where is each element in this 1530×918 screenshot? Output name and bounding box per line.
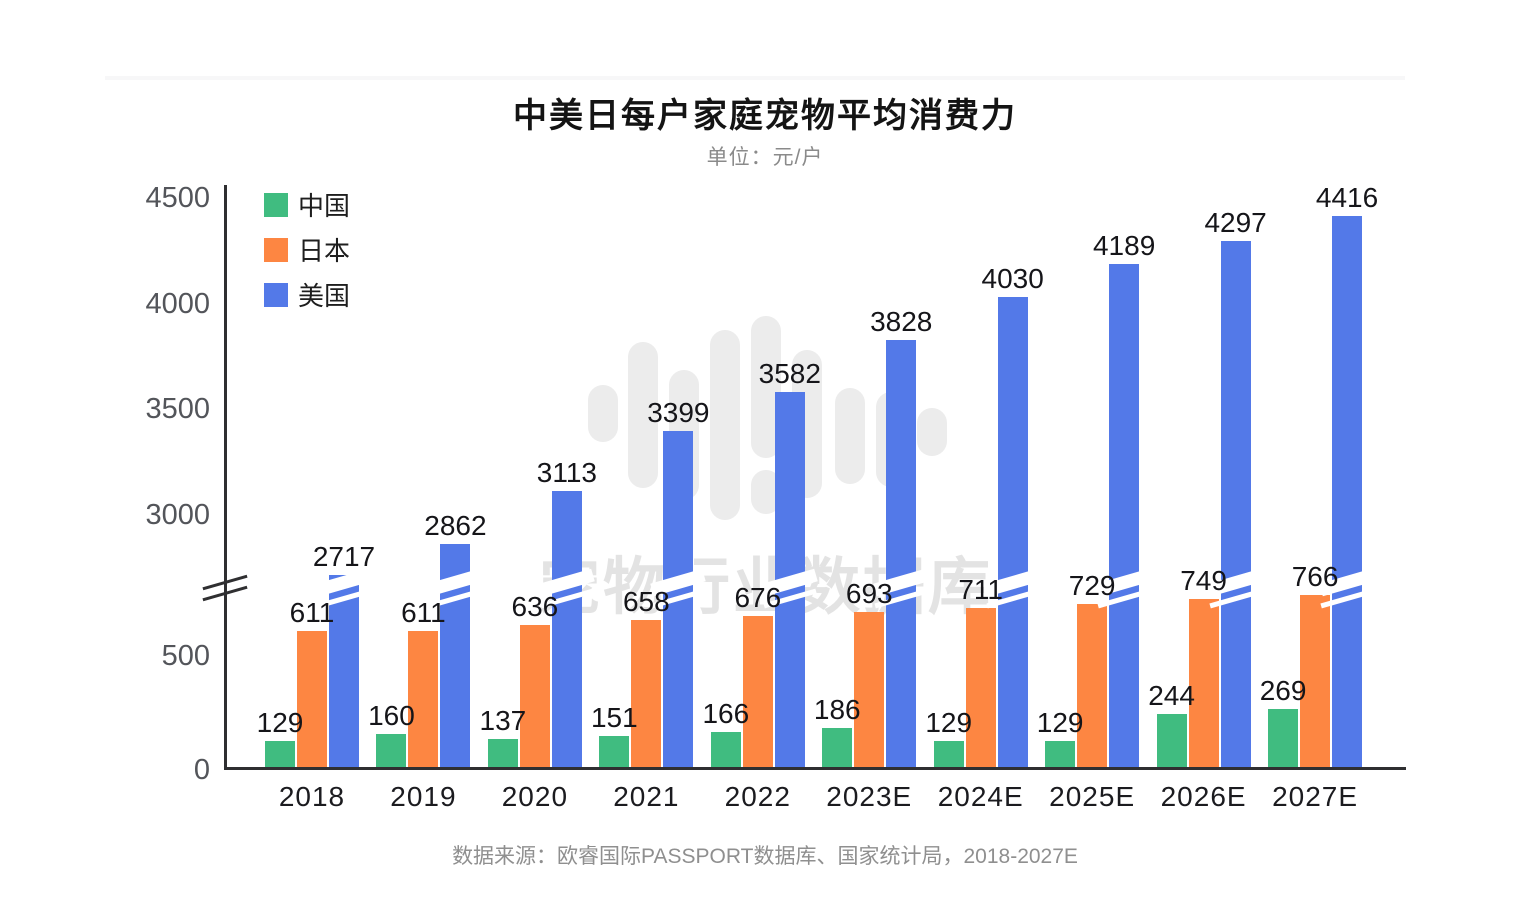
bar-中国 bbox=[710, 732, 741, 770]
bar-日本 bbox=[297, 630, 327, 770]
y-tick-label: 4500 bbox=[145, 181, 210, 214]
bar-value-label: 129 bbox=[925, 706, 973, 738]
bar-value-label: 269 bbox=[1259, 674, 1307, 706]
bar-日本 bbox=[408, 630, 439, 770]
bar-日本 bbox=[1300, 595, 1331, 770]
x-tick-label: 2027E bbox=[1272, 781, 1359, 812]
bar-value-label: 676 bbox=[734, 581, 782, 613]
x-tick-label: 2023E bbox=[826, 781, 913, 812]
top-divider bbox=[105, 76, 1405, 80]
bar-value-label: 766 bbox=[1291, 561, 1339, 593]
bar-value-label: 137 bbox=[479, 704, 527, 736]
bar-value-label: 729 bbox=[1068, 569, 1116, 601]
x-tick-label: 2020 bbox=[501, 781, 569, 812]
chart-title: 中美日每户家庭宠物平均消费力 bbox=[513, 97, 1017, 135]
bar-美国 bbox=[551, 491, 582, 770]
bar-中国 bbox=[822, 727, 853, 770]
bar-中国 bbox=[376, 733, 407, 770]
y-axis-line bbox=[224, 185, 227, 770]
bar-日本 bbox=[965, 607, 996, 770]
bar-中国 bbox=[933, 740, 964, 770]
bar-美国 bbox=[1332, 215, 1363, 770]
waveform-capsule bbox=[710, 330, 740, 520]
bar-value-label: 3399 bbox=[647, 396, 710, 428]
x-tick-label: 2018 bbox=[278, 781, 346, 812]
bar-value-label: 611 bbox=[289, 596, 335, 628]
bar-value-label: 151 bbox=[590, 701, 638, 733]
bar-value-label: 611 bbox=[401, 596, 446, 628]
bar-value-label: 693 bbox=[845, 577, 893, 609]
bar-value-label: 129 bbox=[256, 706, 304, 738]
bar-value-label: 3828 bbox=[870, 305, 933, 337]
bar-value-label: 2862 bbox=[424, 510, 487, 542]
bar-value-label: 2717 bbox=[312, 540, 376, 572]
bar-value-label: 4030 bbox=[981, 263, 1044, 295]
x-tick-label: 2024E bbox=[937, 781, 1024, 812]
bar-美国 bbox=[329, 574, 359, 770]
bar-value-label: 3113 bbox=[536, 457, 597, 489]
bar-日本 bbox=[854, 611, 885, 770]
bar-美国 bbox=[997, 297, 1028, 770]
bar-中国 bbox=[265, 740, 295, 770]
bar-日本 bbox=[1077, 603, 1108, 770]
bar-日本 bbox=[1188, 599, 1219, 770]
y-tick-label: 0 bbox=[193, 754, 210, 786]
y-tick-label: 500 bbox=[161, 640, 210, 672]
waveform-capsule bbox=[628, 342, 658, 488]
bar-中国 bbox=[599, 735, 630, 770]
y-tick-label: 3000 bbox=[145, 499, 210, 531]
waveform-capsule bbox=[917, 408, 947, 456]
bar-value-label: 129 bbox=[1036, 706, 1084, 738]
bar-value-label: 186 bbox=[813, 693, 861, 725]
y-tick-label: 3500 bbox=[145, 393, 210, 426]
x-tick-label: 2022 bbox=[724, 781, 791, 812]
bar-value-label: 4297 bbox=[1204, 206, 1267, 238]
bar-美国 bbox=[1220, 240, 1251, 770]
x-axis-line bbox=[224, 767, 1406, 770]
x-tick-label: 2026E bbox=[1160, 781, 1247, 812]
bar-中国 bbox=[1156, 714, 1187, 770]
bar-value-label: 749 bbox=[1180, 565, 1227, 597]
bar-value-label: 636 bbox=[511, 590, 559, 622]
bar-中国 bbox=[1045, 740, 1076, 770]
bar-中国 bbox=[1268, 708, 1299, 770]
x-tick-label: 2025E bbox=[1049, 781, 1136, 812]
waveform-capsule bbox=[835, 388, 865, 484]
bar-value-label: 658 bbox=[622, 585, 670, 617]
bar-日本 bbox=[742, 615, 773, 770]
bar-日本 bbox=[631, 619, 662, 770]
bar-value-label: 244 bbox=[1148, 680, 1195, 712]
bar-中国 bbox=[487, 738, 518, 770]
bar-美国 bbox=[886, 339, 917, 770]
bar-value-label: 4416 bbox=[1315, 181, 1379, 213]
bar-美国 bbox=[1109, 263, 1140, 770]
bar-value-label: 160 bbox=[368, 699, 415, 731]
x-tick-label: 2019 bbox=[390, 781, 457, 812]
chart-subtitle-unit: 单位：元/户 bbox=[706, 146, 824, 169]
bar-value-label: 711 bbox=[958, 573, 1003, 605]
y-tick-label: 4000 bbox=[145, 287, 210, 320]
bar-value-label: 4189 bbox=[1092, 229, 1156, 261]
data-source-note: 数据来源：欧睿国际PASSPORT数据库、国家统计局，2018-2027E bbox=[452, 845, 1078, 868]
x-tick-label: 2021 bbox=[613, 781, 680, 812]
waveform-capsule bbox=[588, 385, 618, 442]
bar-日本 bbox=[519, 624, 550, 770]
bar-value-label: 166 bbox=[702, 698, 750, 730]
bar-value-label: 3582 bbox=[758, 357, 821, 389]
